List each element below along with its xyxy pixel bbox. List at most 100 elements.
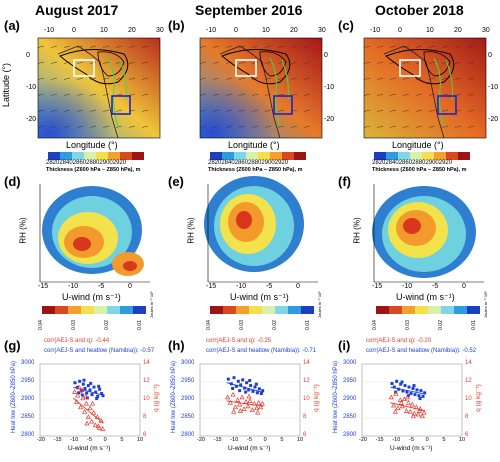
contour-x-tick: -15: [372, 283, 383, 290]
heatlow-point: [96, 394, 100, 398]
wind-vector: [50, 45, 58, 48]
wind-vector: [251, 125, 259, 128]
wind-vector: [402, 93, 410, 96]
heatlow-point: [253, 385, 257, 389]
q-point: [92, 422, 98, 428]
wind-vector: [251, 109, 259, 112]
map-frame: [363, 37, 487, 139]
colorbar-swatch: [120, 152, 132, 160]
colorbar-swatch: [258, 152, 270, 160]
scatter-x-tick: 0: [263, 437, 267, 443]
heatlow-point: [423, 391, 427, 395]
wind-vector: [199, 45, 207, 48]
wind-vector: [141, 77, 149, 80]
thickness-colorbar: [210, 152, 306, 160]
contour-xlabel: U-wind (m s⁻¹): [230, 292, 289, 302]
wind-vector: [141, 61, 149, 64]
colorbar-swatch: [446, 152, 458, 160]
contour-x-tick: -10: [236, 283, 247, 290]
heatlow-point: [238, 389, 242, 393]
left-axis-tick: 2950: [21, 378, 35, 384]
energy-colorbar-tick: 0.02: [437, 320, 444, 330]
thickness-colorbar: [374, 152, 470, 160]
heatlow-point: [88, 388, 92, 392]
wind-vector: [415, 125, 423, 128]
lon-tick-label: 20: [128, 27, 136, 34]
colorbar-swatch: [72, 152, 84, 160]
colorbar-swatch: [282, 152, 294, 160]
thickness-colorbar-ticks: 282028402860288029002920: [372, 160, 453, 166]
heatlow-point: [259, 392, 263, 396]
scatter-x-tick: -5: [87, 437, 92, 443]
wind-vector: [376, 125, 384, 128]
aej-box: [73, 59, 95, 77]
q-trendline: [73, 397, 104, 424]
q-point: [405, 399, 411, 405]
scatter-ylabel-left: Heat low (Z600–Z850 hPa): [171, 360, 178, 434]
right-axis-tick: 8: [465, 414, 469, 420]
map-panel-label-1: (a): [4, 18, 20, 33]
wind-vector: [89, 125, 97, 128]
wind-vector: [102, 61, 110, 64]
scatter-ylabel-right: q (g kg⁻¹): [474, 384, 482, 412]
wind-vector: [238, 45, 246, 48]
wind-vector: [238, 77, 246, 80]
scatter-x-tick: 10: [297, 437, 304, 443]
thickness-colorbar: [48, 152, 144, 160]
map-ylabel: Latitude (°): [1, 62, 12, 108]
wind-vector: [128, 45, 136, 48]
q-point: [388, 394, 394, 400]
colorbar-swatch: [410, 152, 422, 160]
wind-vector: [363, 61, 371, 64]
wind-vector: [37, 45, 45, 48]
scatter-ylabel-right: q (g kg⁻¹): [312, 384, 320, 412]
heatlow-point: [85, 391, 89, 395]
wind-vector: [141, 109, 149, 112]
heatlow-point: [77, 391, 81, 395]
left-axis-tick: 3000: [181, 360, 195, 366]
heatlow-point: [405, 390, 409, 394]
heatlow-point: [403, 384, 407, 388]
heatlow-point: [412, 384, 416, 388]
wind-vector: [141, 125, 149, 128]
left-axis-tick: 2800: [181, 432, 195, 438]
q-point: [235, 397, 241, 402]
heatlow-point: [249, 384, 253, 388]
wind-vector: [50, 77, 58, 80]
energy-contour-plot-1: [39, 184, 150, 283]
wind-vector: [389, 93, 397, 96]
contour-x-tick: -5: [98, 283, 105, 290]
heatlow-trendline: [226, 382, 264, 393]
wind-vector: [415, 109, 423, 112]
wind-vector: [89, 77, 97, 80]
heatlow-point: [236, 379, 240, 383]
q-point: [391, 402, 397, 408]
heatlow-point: [245, 381, 249, 385]
wind-vector: [238, 109, 246, 112]
heatlow-point: [401, 389, 405, 393]
thickness-contour: [385, 48, 455, 85]
colorbar-swatch: [454, 306, 467, 314]
left-axis-tick: 2850: [181, 414, 195, 420]
wind-vector: [102, 109, 110, 112]
right-axis-tick: 10: [143, 396, 150, 402]
wind-vector: [212, 109, 220, 112]
corr-heatlow-text-3: corr(AEJ-S and heatlow (Namibia)): -0.52: [366, 348, 477, 354]
lat-tick-label: -20: [26, 116, 37, 123]
left-axis-tick: 2800: [21, 432, 35, 438]
q-point: [255, 409, 261, 415]
heatlow-point: [232, 376, 236, 380]
wind-vector: [225, 45, 233, 48]
q-point: [254, 405, 260, 411]
wind-vector: [128, 125, 136, 128]
heatlow-point: [79, 389, 83, 393]
wind-vector: [303, 45, 311, 48]
energy-contour-plot-3: [372, 184, 484, 283]
scatter-panel-label-1: (g): [4, 338, 21, 353]
left-axis-tick: 2950: [343, 378, 357, 384]
heatlow-trendline: [390, 386, 426, 395]
wind-vector: [89, 109, 97, 112]
q-point: [91, 409, 97, 415]
wind-vector: [76, 93, 84, 96]
energy-colorbar-tick: 0.03: [238, 320, 245, 330]
